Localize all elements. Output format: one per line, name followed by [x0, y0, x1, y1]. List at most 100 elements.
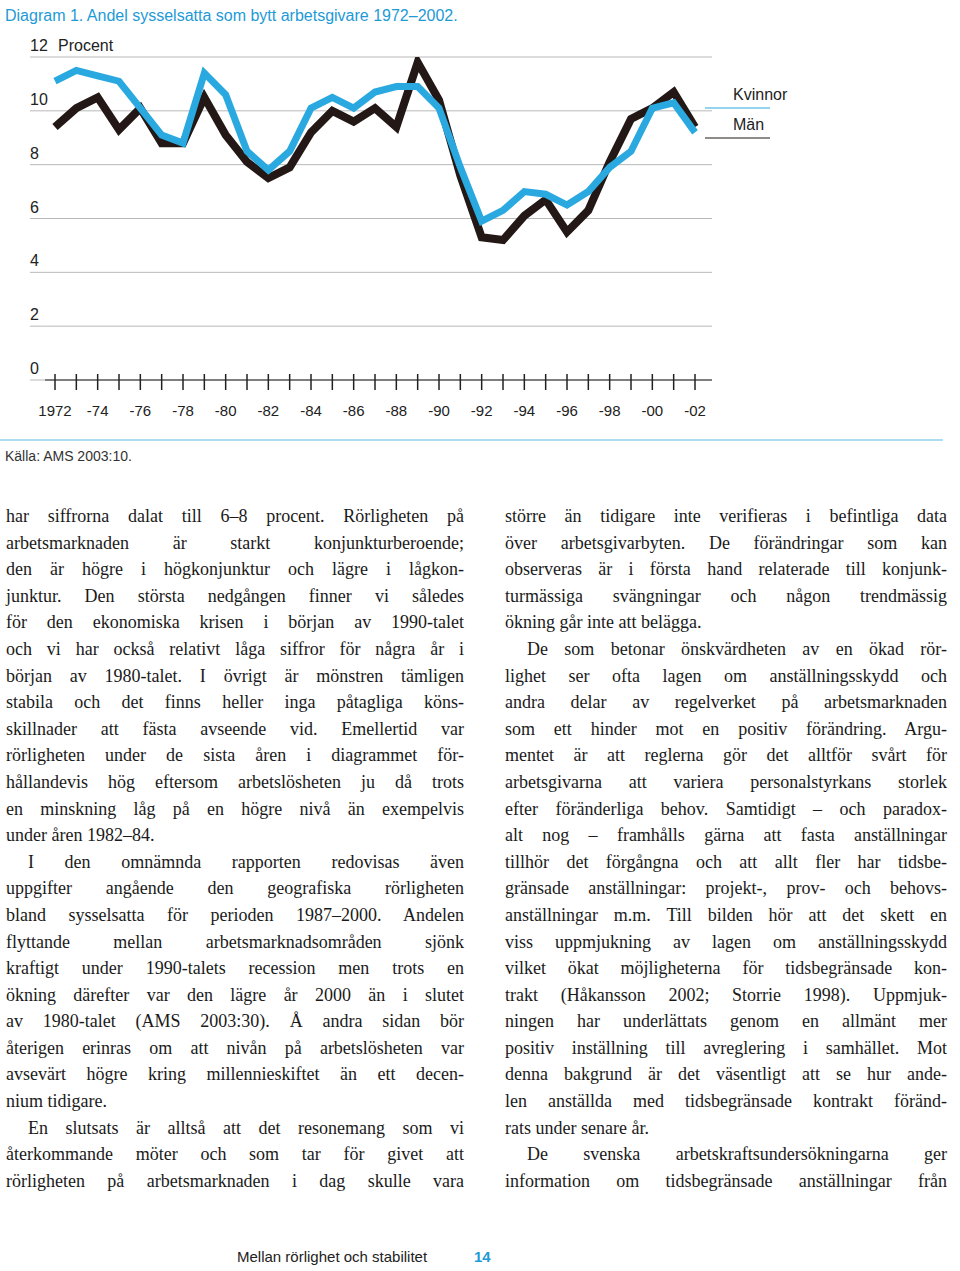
- text-line: återigen erinras om att nivån på arbetsl…: [6, 1035, 464, 1062]
- text-line: som ett hinder mot en positiv förändring…: [505, 716, 947, 743]
- text-line: över arbetsgivarbyten. De förändringar s…: [505, 530, 947, 557]
- x-tick: [502, 374, 504, 390]
- x-tick: [140, 374, 142, 390]
- text-line: början av 1980-talet. I övrigt är mönstr…: [6, 663, 464, 690]
- x-tick: [417, 374, 419, 390]
- y-tick-label: 10: [30, 91, 48, 108]
- text-line: ningen har underlättats genom en allmänt…: [505, 1008, 947, 1035]
- x-tick-label: -00: [641, 402, 663, 419]
- x-tick-label: -90: [428, 402, 450, 419]
- x-tick: [118, 374, 120, 390]
- y-tick-label: 12: [30, 37, 48, 54]
- x-tick: [481, 374, 483, 390]
- text-line: En slutsats är alltså att det resonemang…: [6, 1115, 464, 1142]
- y-tick-label: 6: [30, 199, 39, 216]
- x-tick: [460, 374, 462, 390]
- text-line: viss uppmjukning av lagen om anställning…: [505, 929, 947, 956]
- text-line: andra delar av regelverket på arbetsmark…: [505, 689, 947, 716]
- text-line: har siffrorna dalat till 6–8 procent. Rö…: [6, 503, 464, 530]
- page-number: 14: [474, 1248, 491, 1265]
- x-tick: [332, 374, 334, 390]
- text-line: rörligheten under de sista åren i diagra…: [6, 742, 464, 769]
- text-line: vilket ökat möjligheterna för tidsbegrän…: [505, 955, 947, 982]
- x-tick-label: -74: [87, 402, 109, 419]
- text-line: återkommande möter och som tar för givet…: [6, 1141, 464, 1168]
- text-column: större än tidigare inte verifieras i bef…: [505, 503, 947, 1194]
- legend-label: Män: [733, 116, 764, 133]
- text-line: rörligheten på arbetsmarknaden i dag sku…: [6, 1168, 464, 1195]
- text-line: av 1980-talet (AMS 2003:30). Å andra sid…: [6, 1008, 464, 1035]
- x-tick: [182, 374, 184, 390]
- x-tick: [374, 374, 376, 390]
- x-tick-label: -98: [599, 402, 621, 419]
- x-tick: [588, 374, 590, 390]
- y-tick-label: 4: [30, 252, 39, 269]
- footer-title: Mellan rörlighet och stabilitet: [237, 1248, 427, 1265]
- text-line: denna bakgrund är det väsentligt att se …: [505, 1061, 947, 1088]
- x-tick: [54, 374, 56, 390]
- grid-line: [30, 218, 712, 219]
- x-tick-label: -96: [556, 402, 578, 419]
- text-line: lighet ser ofta lagen om anställningssky…: [505, 663, 947, 690]
- grid-line: [30, 272, 712, 273]
- text-line: större än tidigare inte verifieras i bef…: [505, 503, 947, 530]
- text-line: information om tidsbegränsade anställnin…: [505, 1168, 947, 1195]
- x-tick-label: -76: [129, 402, 151, 419]
- y-tick-label: 0: [30, 360, 39, 377]
- x-tick: [673, 374, 675, 390]
- x-tick: [246, 374, 248, 390]
- text-line: arbetsmarknaden är starkt konjunkturbero…: [6, 530, 464, 557]
- text-line: ökning går inte att belägga.: [505, 609, 947, 636]
- text-line: trakt (Håkansson 2002; Storrie 1998). Up…: [505, 982, 947, 1009]
- x-tick: [438, 374, 440, 390]
- text-line: mentet är att reglerna gör det alltför s…: [505, 742, 947, 769]
- legend-label: Kvinnor: [733, 86, 788, 103]
- x-tick-label: -86: [343, 402, 365, 419]
- text-column: har siffrorna dalat till 6–8 procent. Rö…: [6, 503, 464, 1194]
- text-line: nium tidigare.: [6, 1088, 464, 1115]
- x-tick: [353, 374, 355, 390]
- x-tick-label: -80: [215, 402, 237, 419]
- text-line: turmässiga svängningar och någon trendmä…: [505, 583, 947, 610]
- y-tick-label: 8: [30, 145, 39, 162]
- text-line: bland sysselsatta för perioden 1987–2000…: [6, 902, 464, 929]
- x-tick: [97, 374, 99, 390]
- text-line: tillhör det förgångna och att allt fler …: [505, 849, 947, 876]
- rule: [0, 440, 943, 441]
- text-line: en minskning låg på en högre nivå än exe…: [6, 796, 464, 823]
- text-line: observeras är i första hand relaterade t…: [505, 556, 947, 583]
- x-tick-label: -92: [471, 402, 493, 419]
- x-tick-label: 1972: [38, 402, 71, 419]
- series-line: [55, 62, 695, 240]
- legend-swatch: [705, 107, 770, 108]
- text-line: I den omnämnda rapporten redovisas även: [6, 849, 464, 876]
- text-line: positiv inställning till avreglering i s…: [505, 1035, 947, 1062]
- x-tick: [204, 374, 206, 390]
- y-tick-label: 2: [30, 306, 39, 323]
- x-axis: [45, 379, 712, 380]
- text-line: stabila och det finns heller inga påtagl…: [6, 689, 464, 716]
- text-line: gränsade anställningar: projekt-, prov- …: [505, 875, 947, 902]
- x-tick-label: -82: [257, 402, 279, 419]
- x-tick: [310, 374, 312, 390]
- text-line: anställningar m.m. Till bilden hör att d…: [505, 902, 947, 929]
- series-line: [55, 70, 695, 221]
- x-tick-label: -88: [385, 402, 407, 419]
- text-line: hållandevis hög eftersom arbetslösheten …: [6, 769, 464, 796]
- x-tick-label: -94: [513, 402, 535, 419]
- text-line: flyttande mellan arbetsmarknadsområden s…: [6, 929, 464, 956]
- text-line: under åren 1982–84.: [6, 822, 464, 849]
- text-line: och vi har också relativt låga siffror f…: [6, 636, 464, 663]
- x-tick: [268, 374, 270, 390]
- y-axis: [45, 57, 46, 380]
- x-tick: [524, 374, 526, 390]
- text-line: De svenska arbetskraftsundersökningarna …: [505, 1141, 947, 1168]
- x-tick-label: -78: [172, 402, 194, 419]
- x-tick-label: -84: [300, 402, 322, 419]
- x-tick: [609, 374, 611, 390]
- chart-title: Diagram 1. Andel sysselsatta som bytt ar…: [5, 7, 458, 24]
- grid-line: [30, 326, 712, 327]
- footer: Mellan rörlighet och stabilitet 14: [0, 1246, 960, 1270]
- text-line: len anställda med tidsbegränsade kontrak…: [505, 1088, 947, 1115]
- text-line: den är högre i högkonjunktur och lägre i…: [6, 556, 464, 583]
